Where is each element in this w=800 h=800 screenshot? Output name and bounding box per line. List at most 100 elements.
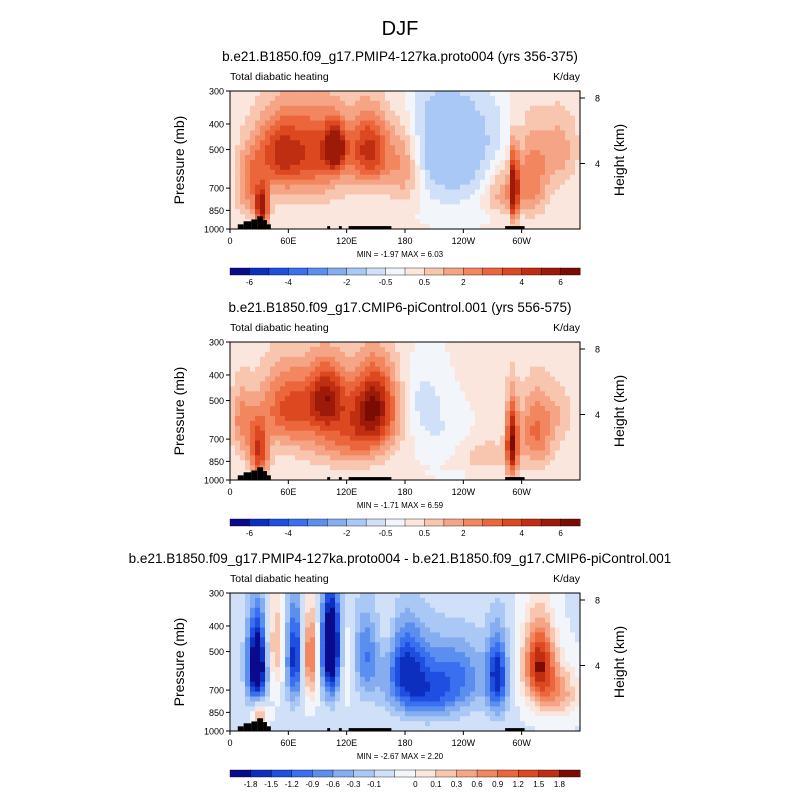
field-cell: [270, 622, 276, 629]
field-cell: [475, 455, 481, 461]
field-cell: [500, 100, 506, 107]
field-cell: [570, 617, 576, 624]
field-cell: [540, 219, 546, 225]
field-cell: [280, 425, 286, 432]
field-cell: [505, 435, 511, 442]
field-cell: [300, 110, 306, 117]
field-cell: [565, 455, 571, 461]
field-cell: [485, 607, 491, 614]
field-cell: [320, 105, 326, 112]
field-cell: [305, 135, 311, 141]
field-cell: [335, 435, 341, 442]
field-cell: [390, 632, 396, 638]
field-cell: [345, 465, 351, 471]
field-cell: [430, 597, 436, 604]
field-cell: [500, 647, 506, 653]
field-cell: [425, 435, 431, 442]
field-cell: [310, 465, 316, 471]
field-cell: [560, 460, 566, 466]
field-cell: [285, 425, 291, 432]
field-cell: [575, 105, 581, 112]
field-cell: [270, 91, 276, 97]
field-cell: [335, 184, 341, 191]
field-cell: [280, 214, 286, 220]
field-cell: [355, 361, 361, 368]
field-cell: [235, 465, 241, 471]
field-cell: [505, 406, 511, 412]
field-cell: [385, 425, 391, 432]
field-cell: [385, 435, 391, 442]
field-cell: [530, 130, 536, 136]
field-cell: [295, 91, 301, 97]
field-cell: [375, 455, 381, 461]
field-cell: [330, 612, 336, 619]
field-cell: [440, 622, 446, 629]
field-cell: [500, 189, 506, 196]
field-cell: [285, 440, 291, 447]
field-cell: [535, 435, 541, 442]
field-cell: [505, 460, 511, 466]
field-cell: [405, 435, 411, 442]
field-cell: [355, 435, 361, 442]
field-cell: [530, 642, 536, 648]
field-cell: [370, 406, 376, 412]
field-cell: [520, 617, 526, 624]
field-cell: [400, 425, 406, 432]
field-cell: [525, 460, 531, 466]
field-cell: [485, 169, 491, 176]
field-cell: [290, 460, 296, 466]
field-cell: [485, 366, 491, 373]
field-cell: [345, 351, 351, 358]
field-cell: [285, 415, 291, 422]
field-cell: [325, 381, 331, 387]
field-cell: [365, 420, 371, 427]
field-cell: [570, 597, 576, 604]
field-cell: [390, 150, 396, 156]
field-cell: [280, 115, 286, 122]
field-cell: [475, 100, 481, 107]
field-cell: [355, 194, 361, 201]
field-cell: [390, 342, 396, 348]
field-cell: [340, 174, 346, 181]
field-cell: [535, 194, 541, 201]
field-cell: [515, 184, 521, 191]
field-cell: [270, 406, 276, 412]
field-cell: [295, 391, 301, 397]
field-cell: [410, 381, 416, 387]
field-cell: [300, 425, 306, 432]
field-cell: [510, 189, 516, 196]
field-cell: [325, 219, 331, 225]
field-cell: [230, 199, 236, 205]
field-cell: [565, 91, 571, 97]
field-cell: [575, 652, 581, 658]
topography: [348, 226, 392, 229]
field-cell: [495, 105, 501, 112]
field-cell: [450, 194, 456, 201]
field-cell: [305, 607, 311, 614]
field-cell: [285, 164, 291, 171]
field-cell: [510, 100, 516, 107]
field-cell: [405, 475, 411, 481]
field-cell: [255, 647, 261, 653]
field-cell: [530, 209, 536, 215]
field-cell: [385, 470, 391, 476]
field-cell: [255, 396, 261, 402]
field-cell: [325, 199, 331, 205]
field-cell: [460, 120, 466, 127]
field-cell: [460, 169, 466, 176]
field-cell: [270, 460, 276, 466]
field-cell: [545, 430, 551, 437]
field-cell: [235, 209, 241, 215]
field-cell: [240, 189, 246, 196]
colorbar-box: [404, 518, 425, 527]
field-cell: [470, 120, 476, 127]
field-cell: [385, 445, 391, 452]
field-cell: [505, 627, 511, 634]
field-cell: [540, 396, 546, 402]
field-cell: [390, 179, 396, 186]
field-cell: [400, 351, 406, 358]
field-cell: [475, 430, 481, 437]
field-cell: [340, 214, 346, 220]
field-cell: [505, 150, 511, 156]
field-cell: [285, 194, 291, 201]
